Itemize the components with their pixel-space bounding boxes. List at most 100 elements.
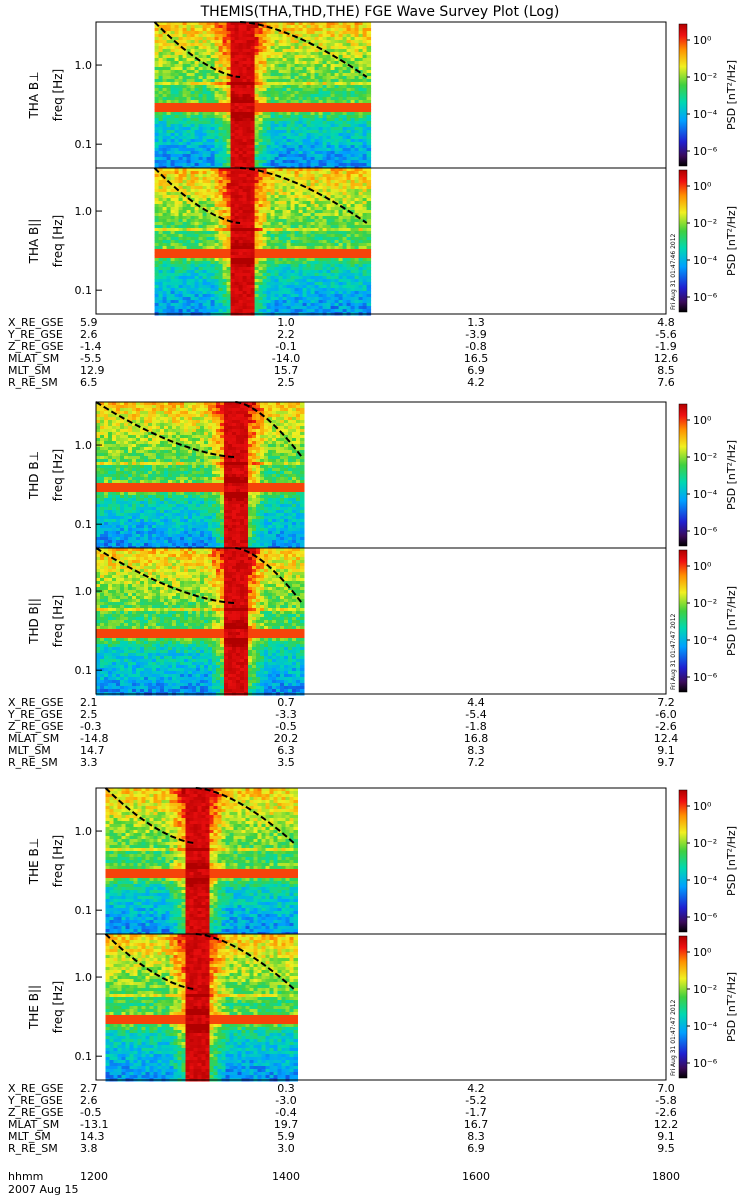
spectrogram-cell [234, 210, 240, 214]
spectrogram-cell [254, 151, 260, 155]
spectrogram-cell [214, 58, 220, 62]
spectrogram-cell [326, 142, 332, 146]
spectrogram-cell [210, 73, 216, 77]
spectrogram-cell [310, 300, 316, 304]
spectrogram-cell [322, 231, 328, 235]
spectrogram-cell [246, 210, 252, 214]
spectrogram-cell [174, 91, 180, 95]
spectrogram-cell [306, 121, 312, 125]
spectrogram-cell [222, 34, 228, 38]
spectrogram-cell [322, 40, 328, 44]
spectrogram-cell [218, 177, 224, 181]
spectrogram-cell [274, 163, 280, 167]
spectrogram-cell [334, 192, 340, 196]
spectrogram-cell [214, 258, 220, 262]
spectrogram-cell [322, 145, 328, 149]
spectrogram-cell [238, 216, 244, 220]
spectrogram-cell [206, 133, 212, 137]
spectrogram-cell [334, 73, 340, 77]
spectrogram-cell [262, 300, 268, 304]
spectrogram-cell [358, 148, 364, 152]
spectrogram-cell [334, 285, 340, 289]
spectrogram-cell [310, 34, 316, 38]
spectrogram-cell [186, 112, 192, 116]
spectrogram-cell [222, 171, 228, 175]
spectrogram-cell [334, 52, 340, 56]
spectrogram-cell [250, 52, 256, 56]
spectrogram-cell [254, 228, 260, 232]
spectrogram-cell [258, 97, 264, 101]
spectrogram-cell [154, 228, 160, 232]
spectrogram-cell [242, 267, 248, 271]
spectrogram-cell [266, 124, 272, 128]
spectrogram-cell [234, 186, 240, 190]
spectrogram-cell [218, 79, 224, 83]
spectrogram-cell [278, 73, 284, 77]
spectrogram-cell [194, 67, 200, 71]
spectrogram-cell [218, 213, 224, 217]
spectrogram-cell [190, 234, 196, 238]
spectrogram-cell [242, 88, 248, 92]
spectrogram-cell [302, 121, 308, 125]
spectrogram-cell [246, 139, 252, 143]
spectrogram-cell [358, 22, 364, 26]
spectrogram-cell [226, 100, 232, 104]
spectrogram-cell [186, 97, 192, 101]
spectrogram-cell [154, 225, 160, 229]
spectrogram-cell [266, 252, 272, 256]
spectrogram-cell [254, 139, 260, 143]
spectrogram-cell [162, 151, 168, 155]
spectrogram-cell [234, 49, 240, 53]
spectrogram-cell [218, 31, 224, 35]
spectrogram-cell [270, 163, 276, 167]
spectrogram-cell [330, 267, 336, 271]
spectrogram-cell [190, 285, 196, 289]
spectrogram-cell [198, 192, 204, 196]
spectrogram-cell [270, 109, 276, 113]
spectrogram-cell [178, 216, 184, 220]
spectrogram-cell [258, 282, 264, 286]
spectrogram-cell [198, 213, 204, 217]
spectrogram-cell [310, 249, 316, 253]
spectrogram-cell [242, 168, 248, 172]
spectrogram-cell [286, 100, 292, 104]
spectrogram-cell [158, 94, 164, 98]
spectrogram-cell [214, 177, 220, 181]
spectrogram-cell [222, 279, 228, 283]
spectrogram-cell [286, 246, 292, 250]
spectrogram-cell [262, 198, 268, 202]
spectrogram-cell [362, 52, 368, 56]
spectrogram-cell [158, 73, 164, 77]
spectrogram-cell [250, 171, 256, 175]
spectrogram-cell [318, 145, 324, 149]
spectrogram-cell [278, 264, 284, 268]
spectrogram-cell [302, 207, 308, 211]
spectrogram-cell [306, 285, 312, 289]
spectrogram-cell [290, 52, 296, 56]
spectrogram-cell [290, 37, 296, 41]
spectrogram-cell [342, 216, 348, 220]
spectrogram-cell [170, 127, 176, 131]
spectrogram-cell [302, 255, 308, 259]
spectrogram-cell [322, 270, 328, 274]
spectrogram-cell [226, 70, 232, 74]
spectrogram-cell [238, 97, 244, 101]
spectrogram-cell [246, 198, 252, 202]
spectrogram-cell [166, 157, 172, 161]
spectrogram-cell [306, 240, 312, 244]
spectrogram-cell [250, 85, 256, 89]
spectrogram-cell [294, 73, 300, 77]
spectrogram-cell [294, 249, 300, 253]
spectrogram-cell [206, 52, 212, 56]
spectrogram-cell [306, 82, 312, 86]
spectrogram-cell [334, 207, 340, 211]
spectrogram-cell [218, 228, 224, 232]
spectrogram-cell [262, 306, 268, 310]
spectrogram-cell [310, 79, 316, 83]
spectrogram-cell [310, 267, 316, 271]
spectrogram-cell [322, 207, 328, 211]
spectrogram-cell [342, 171, 348, 175]
spectrogram-cell [342, 154, 348, 158]
spectrogram-cell [242, 222, 248, 226]
spectrogram-cell [166, 73, 172, 77]
